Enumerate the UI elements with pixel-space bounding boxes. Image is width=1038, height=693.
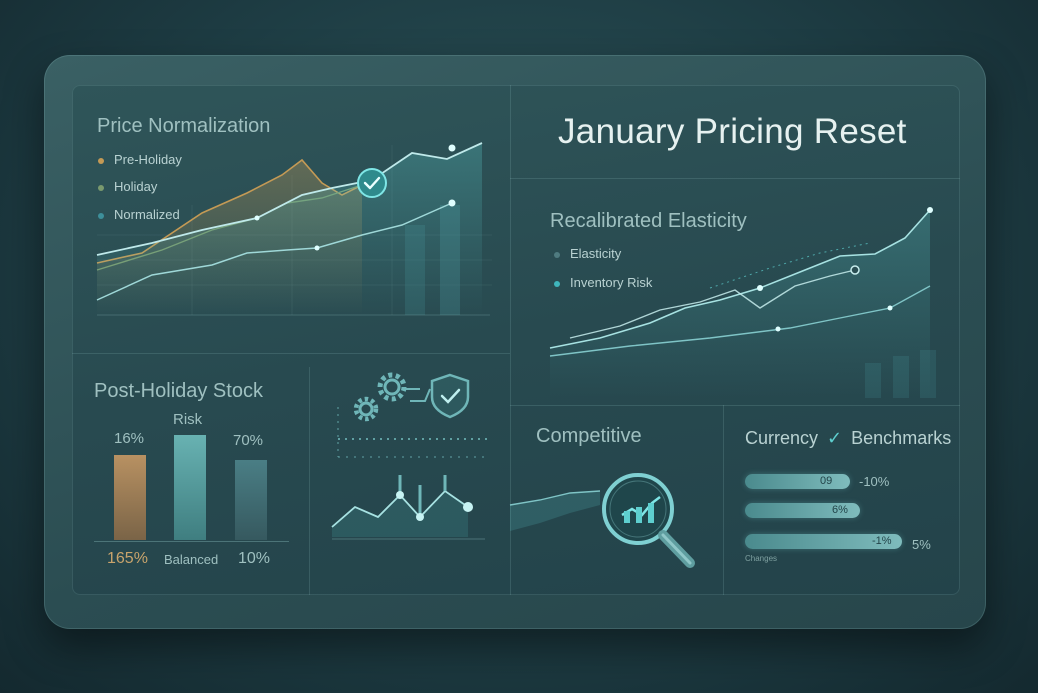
el-point-3 bbox=[757, 285, 763, 291]
el-point-2 bbox=[850, 265, 860, 275]
stock-title: Post-Holiday Stock bbox=[94, 380, 263, 402]
elasticity-title: Recalibrated Elasticity bbox=[550, 210, 747, 232]
pn-point-4 bbox=[448, 199, 456, 207]
benchmark-bar-2[interactable] bbox=[745, 503, 860, 518]
process-point-1 bbox=[396, 491, 404, 499]
benchmark-bar-1-inner: 09 bbox=[820, 475, 833, 487]
benchmark-bar-1-outer: -10% bbox=[859, 474, 890, 489]
benchmarks-title-right: Benchmarks bbox=[851, 428, 952, 448]
stock-baseline bbox=[94, 541, 289, 542]
divider-left-middle bbox=[72, 353, 510, 354]
stock-bar-3-bottom: 10% bbox=[238, 550, 271, 567]
legend-normalized[interactable]: Normalized bbox=[98, 207, 180, 222]
legend-dot-inventory-risk bbox=[554, 280, 560, 287]
el-point-1 bbox=[927, 207, 933, 213]
competitive-title: Competitive bbox=[536, 425, 642, 447]
check-icon: ✓ bbox=[827, 428, 843, 448]
legend-dot-normalized bbox=[98, 212, 104, 219]
pn-point-3 bbox=[314, 245, 320, 251]
competitive-panel bbox=[509, 473, 695, 568]
benchmarks-title: Currency ✓ Benchmarks bbox=[745, 428, 951, 449]
price-normalization-title: Price Normalization bbox=[97, 115, 271, 137]
divider-left-lower bbox=[309, 367, 310, 595]
check-circle-icon[interactable] bbox=[357, 168, 387, 198]
page-title: January Pricing Reset bbox=[558, 112, 907, 151]
divider-right-middle bbox=[510, 405, 960, 406]
competitive-band bbox=[510, 491, 600, 531]
legend-dot-elasticity bbox=[554, 251, 560, 258]
vertical-divider-main bbox=[510, 85, 511, 595]
process-panel bbox=[331, 372, 490, 540]
el-dotted-line bbox=[709, 242, 871, 289]
stock-bar-1-bottom: 165% bbox=[107, 550, 148, 567]
stock-bar-1[interactable] bbox=[114, 455, 146, 540]
competitive-line bbox=[509, 490, 601, 506]
el-secondary-line bbox=[569, 269, 856, 339]
gear-connector-line bbox=[406, 388, 431, 402]
legend-dot-holiday bbox=[98, 184, 104, 191]
legend-label-elasticity: Elasticity bbox=[570, 246, 622, 261]
legend-pre-holiday[interactable]: Pre-Holiday bbox=[98, 152, 182, 167]
legend-dot-pre-holiday bbox=[98, 157, 104, 164]
shield-check-icon bbox=[430, 373, 470, 419]
benchmark-bar-1[interactable] bbox=[745, 474, 850, 489]
el-point-4 bbox=[775, 326, 781, 332]
benchmark-bar-3-outer: 5% bbox=[912, 537, 931, 552]
legend-label-holiday: Holiday bbox=[114, 179, 158, 194]
divider-right-lower bbox=[723, 405, 724, 595]
benchmark-caption: Changes bbox=[745, 554, 778, 563]
pn-point-2 bbox=[448, 144, 456, 152]
benchmark-bar-2-inner: 6% bbox=[832, 504, 848, 516]
legend-label-normalized: Normalized bbox=[114, 207, 180, 222]
gear-icon bbox=[353, 372, 407, 422]
pn-normalized-line bbox=[96, 202, 453, 301]
shield-check-mark bbox=[440, 388, 461, 404]
benchmarks-title-left: Currency bbox=[745, 428, 819, 448]
legend-holiday[interactable]: Holiday bbox=[98, 179, 157, 194]
check-mark-icon bbox=[363, 176, 381, 190]
stock-bar-2-top: Risk bbox=[173, 411, 203, 428]
legend-label-pre-holiday: Pre-Holiday bbox=[114, 152, 182, 167]
process-point-2 bbox=[416, 513, 424, 521]
magnifier-icon[interactable] bbox=[602, 473, 695, 568]
divider-right-top bbox=[510, 178, 960, 179]
elasticity-chart bbox=[549, 207, 936, 398]
process-point-3 bbox=[463, 502, 473, 512]
stock-bar-2-bottom: Balanced bbox=[164, 552, 219, 567]
stock-bar-3-top: 70% bbox=[233, 432, 264, 449]
benchmark-bar-3-inner: -1% bbox=[872, 535, 892, 547]
dashboard-screen: Price Normalization Pre-Holiday Holiday … bbox=[72, 85, 960, 595]
stock-bar-2[interactable] bbox=[174, 435, 206, 540]
el-point-5 bbox=[887, 305, 893, 311]
stock-bar-3[interactable] bbox=[235, 460, 267, 540]
pn-main-line bbox=[96, 142, 483, 256]
legend-inventory-risk[interactable]: Inventory Risk bbox=[554, 275, 652, 290]
legend-elasticity[interactable]: Elasticity bbox=[554, 246, 621, 261]
el-area bbox=[550, 210, 930, 398]
stock-bar-1-top: 16% bbox=[114, 430, 145, 447]
price-normalization-chart bbox=[96, 142, 492, 316]
pn-point-1 bbox=[254, 215, 260, 221]
benchmark-bar-3[interactable] bbox=[745, 534, 902, 549]
legend-label-inventory-risk: Inventory Risk bbox=[570, 275, 653, 290]
